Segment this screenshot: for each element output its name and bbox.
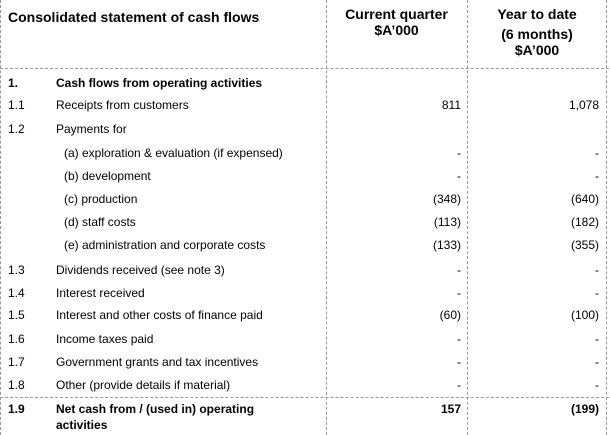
column-divider-2 <box>467 0 468 435</box>
row-label: Payments for <box>56 122 127 136</box>
column-divider-1 <box>326 0 327 435</box>
current-quarter-value: - <box>457 378 461 392</box>
year-to-date-value: 1,078 <box>568 98 599 112</box>
year-to-date-value: - <box>595 378 599 392</box>
current-quarter-value: - <box>457 146 461 160</box>
year-to-date-value: - <box>595 332 599 346</box>
year-to-date-value: - <box>595 355 599 369</box>
row-number: 1.6 <box>8 332 25 346</box>
row-number: 1.9 <box>8 402 25 416</box>
left-border <box>0 0 1 435</box>
row-label: Income taxes paid <box>56 332 154 346</box>
row-label: Dividends received (see note 3) <box>56 263 225 277</box>
row-label: Government grants and tax incentives <box>56 355 259 369</box>
row-number: 1.4 <box>8 286 25 300</box>
header-bottom-rule <box>0 68 609 69</box>
current-quarter-value: 811 <box>441 98 461 112</box>
current-quarter-value: - <box>457 355 461 369</box>
statement-title: Consolidated statement of cash flows <box>8 9 260 25</box>
current-quarter-value: - <box>457 332 461 346</box>
row-number: 1.1 <box>8 98 25 112</box>
row-number: 1.7 <box>8 355 25 369</box>
row-label: Cash flows from operating activities <box>56 76 263 90</box>
year-to-date-value: (199) <box>570 402 599 416</box>
row-label: (e) administration and corporate costs <box>64 238 266 252</box>
right-border <box>606 0 607 435</box>
row-label: Interest received <box>56 286 145 300</box>
current-quarter-value: (133) <box>432 238 461 252</box>
row-number: 1.5 <box>8 308 25 322</box>
year-to-date-value: (640) <box>570 192 599 206</box>
current-quarter-value: (60) <box>439 308 461 322</box>
year-to-date-value: - <box>595 263 599 277</box>
year-to-date-heading-line2: (6 months) <box>501 26 573 42</box>
row-number: 1.3 <box>8 263 25 277</box>
row-label: (b) development <box>64 169 151 183</box>
current-quarter-value: - <box>457 169 461 183</box>
current-quarter-value: (348) <box>432 192 461 206</box>
current-quarter-value: - <box>457 286 461 300</box>
year-to-date-value: (182) <box>570 215 599 229</box>
current-quarter-value: (113) <box>433 215 461 229</box>
current-quarter-heading: Current quarter $A’000 <box>326 6 467 38</box>
row-number: 1.8 <box>8 378 25 392</box>
total-top-rule <box>0 397 609 398</box>
year-to-date-heading: Year to date (6 months) $A’000 <box>467 6 607 58</box>
current-quarter-heading-line1: Current quarter <box>345 6 448 22</box>
current-quarter-value: 157 <box>440 402 461 416</box>
year-to-date-value: (100) <box>570 308 599 322</box>
row-label: (a) exploration & evaluation (if expense… <box>64 146 283 160</box>
row-label: Other (provide details if material) <box>56 378 231 392</box>
row-number: 1. <box>8 76 19 90</box>
row-label: Receipts from customers <box>56 98 189 112</box>
year-to-date-heading-line3: $A’000 <box>514 42 560 58</box>
row-label: (d) staff costs <box>64 215 136 229</box>
year-to-date-value: (355) <box>570 238 599 252</box>
row-number: 1.2 <box>8 122 25 136</box>
row-label: Net cash from / (used in) operating activ… <box>56 402 255 432</box>
row-label: Interest and other costs of finance paid <box>56 308 263 322</box>
year-to-date-value: - <box>595 286 599 300</box>
row-label: (c) production <box>64 192 138 206</box>
current-quarter-value: - <box>457 263 461 277</box>
year-to-date-value: - <box>595 169 599 183</box>
year-to-date-heading-line1: Year to date <box>497 6 577 22</box>
current-quarter-heading-line2: $A’000 <box>374 22 419 38</box>
year-to-date-value: - <box>595 146 599 160</box>
